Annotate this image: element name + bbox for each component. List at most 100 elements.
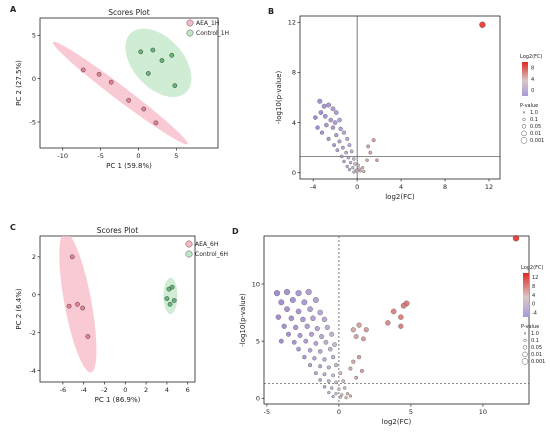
data-point [159,58,165,63]
panel-b-volcano-1h: B -4 0 4 8 12 0 4 8 12 log2(FC) -log10(p-value) Log2… [268,7,544,201]
data-point [360,336,366,342]
data-point [332,143,336,148]
x-tick-label: 8 [443,183,447,191]
data-point [297,332,303,338]
confidence-ellipse [163,277,178,315]
data-point [318,364,323,369]
data-point [322,385,327,389]
data-point [313,341,319,346]
y-tick-label: 8 [292,69,296,77]
data-point [317,309,323,316]
colorbar-title: Log2(FC) [521,265,543,271]
data-point [153,120,159,126]
data-point [353,162,357,166]
data-point [172,83,178,88]
plot-frame [299,15,501,180]
size-legend-label: 1.0 [531,331,539,337]
data-point [66,303,72,309]
legend-label: AEA_1H [196,20,219,27]
size-legend-label: 0.05 [531,345,542,351]
size-legend-label: 0.1 [530,117,538,123]
data-point [330,354,336,360]
data-point [286,331,291,337]
data-point [355,169,359,174]
y-tick-label: -4 [30,367,36,375]
confidence-ellipse [125,28,192,98]
x-tick-label: -5 [264,408,270,416]
x-tick-label: 4 [165,386,169,394]
data-point [340,145,345,150]
size-legend-swatch [521,130,527,137]
data-point [333,110,339,115]
data-point [345,392,350,396]
data-point [281,323,287,329]
data-point [344,396,348,400]
data-point [321,316,328,323]
y-tick-label: 5 [256,337,260,345]
x-tick-label: -6 [60,386,66,394]
data-point [350,327,356,333]
data-point [337,117,342,123]
data-point [315,125,320,130]
data-point [353,334,359,340]
data-point [150,47,156,53]
y-axis-label: -log10(p-value) [275,70,283,124]
data-point [313,115,318,120]
size-legend-label: 0.05 [530,124,541,130]
data-point [318,110,324,115]
data-point [347,167,352,172]
panel-d-volcano-6h: D -5 0 5 10 0 5 10 log2(FC) -log10(p-value) Log2(F… [232,227,545,426]
panel-letter: C [10,223,16,232]
data-point [348,160,353,165]
data-point [338,395,342,399]
data-point [368,150,373,155]
data-point [334,380,338,385]
data-point [273,290,281,297]
data-point [171,298,177,303]
data-point [479,21,486,28]
x-axis-label: PC 1 (86.9%) [95,396,141,404]
data-point [347,143,352,148]
data-point [332,342,337,347]
data-point [385,320,391,326]
data-point [334,133,339,138]
size-legend-swatch [522,117,526,122]
data-point [400,302,407,309]
data-point [331,373,336,378]
data-point [344,150,348,155]
data-point [390,308,397,315]
y-tick-label: 5 [32,32,36,40]
data-point [291,339,297,345]
y-tick-label: -5 [30,118,36,126]
data-point [338,126,343,131]
y-tick-label: 4 [292,119,296,127]
size-legend-swatch [520,137,528,144]
data-point [303,338,309,344]
data-point [304,323,310,329]
data-point [351,166,355,170]
data-point [330,106,336,112]
plot-area [59,236,178,373]
y-axis-label: PC 2 (6.4%) [15,288,23,330]
data-point [301,299,308,306]
data-point [342,386,347,390]
data-point [141,106,147,112]
size-legend-label: 0.001 [530,138,544,144]
size-legend-swatch [522,111,526,114]
x-tick-label: 2 [144,386,148,394]
x-tick-label: 5 [409,408,413,416]
legend-label: Control_1H [196,30,229,37]
size-legend-swatch [523,338,527,342]
y-tick-label: 12 [288,19,296,27]
y-tick-label: -2 [30,329,36,337]
data-point [312,297,319,303]
colorbar [523,273,529,317]
colorbar-tick-label: 0 [531,88,534,94]
y-tick-label: 0 [32,75,36,83]
data-point [323,339,329,345]
data-point [69,254,75,260]
data-point [293,324,299,330]
x-tick-label: -4 [80,386,86,394]
y-tick-label: 2 [32,253,36,261]
data-point [340,393,344,397]
